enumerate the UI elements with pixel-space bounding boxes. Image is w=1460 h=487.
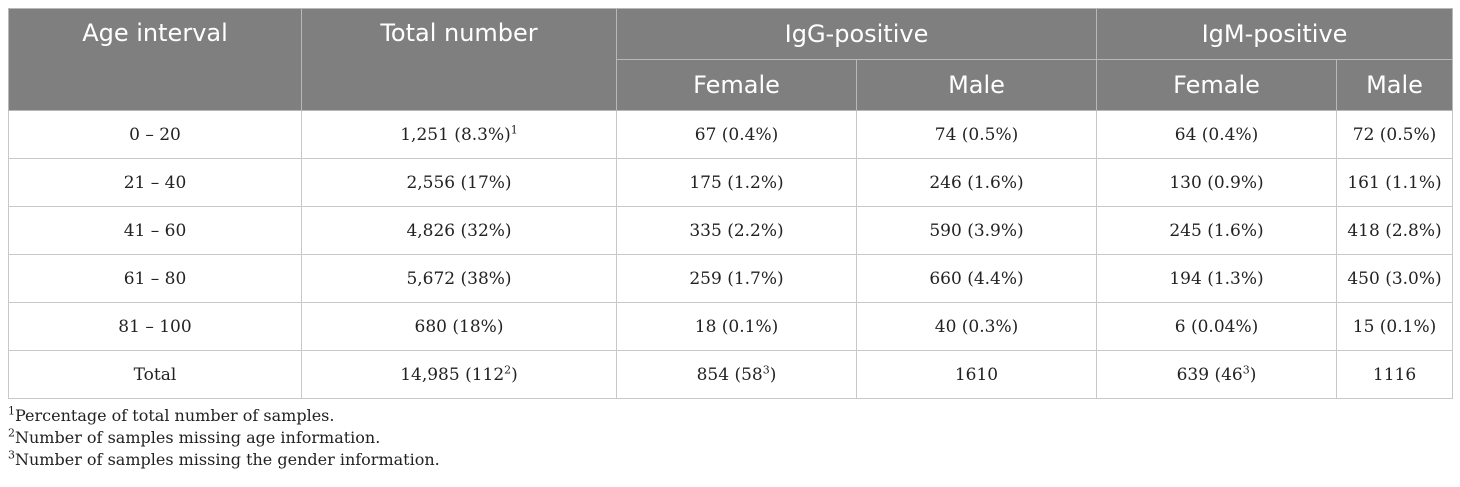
header-igm-positive: IgM-positive (1095, 8, 1454, 60)
table-row: 41 – 60 4,826 (32%) 335 (2.2%) 590 (3.9%… (8, 206, 1454, 255)
cell-igm-male: 418 (2.8%) (1335, 206, 1454, 255)
cell-igg-female: 259 (1.7%) (616, 254, 857, 303)
cell-igg-male: 660 (4.4%) (856, 254, 1097, 303)
cell-total: 2,556 (17%) (301, 158, 617, 207)
table-container: Age interval Total number IgG-positive I… (8, 8, 1454, 471)
cell-igg-female: 175 (1.2%) (616, 158, 857, 207)
footnotes: 1Percentage of total number of samples. … (8, 405, 1452, 471)
cell-igm-male: 450 (3.0%) (1335, 254, 1454, 303)
cell-igm-female: 64 (0.4%) (1096, 110, 1337, 159)
header-age-interval: Age interval (8, 8, 302, 111)
cell-total: 14,985 (1122) (301, 350, 617, 399)
cell-total: 4,826 (32%) (301, 206, 617, 255)
header-igm-female: Female (1096, 59, 1337, 111)
footnote-marker: 3 (8, 448, 15, 462)
cell-age: 21 – 40 (8, 158, 302, 207)
footnote-text: Percentage of total number of samples. (15, 406, 335, 425)
footnote-marker: 2 (504, 362, 512, 376)
cell-igm-male: 1116 (1335, 350, 1454, 399)
footnote: 1Percentage of total number of samples. (8, 405, 1452, 427)
header-row-top: Age interval Total number IgG-positive I… (8, 8, 1454, 111)
cell-igm-male: 15 (0.1%) (1335, 302, 1454, 351)
cell-age: 0 – 20 (8, 110, 302, 159)
header-igg-male: Male (856, 59, 1097, 111)
header-igm-male: Male (1335, 59, 1454, 111)
cell-total: 1,251 (8.3%)1 (301, 110, 617, 159)
footnote: 3Number of samples missing the gender in… (8, 449, 1452, 471)
cell-igg-male: 246 (1.6%) (856, 158, 1097, 207)
footnote-marker: 3 (1242, 362, 1250, 376)
table-row: 81 – 100 680 (18%) 18 (0.1%) 40 (0.3%) 6… (8, 302, 1454, 351)
cell-igm-female: 194 (1.3%) (1096, 254, 1337, 303)
header-igg-positive: IgG-positive (616, 8, 1097, 60)
cell-igm-female-value: 639 (46 (1176, 364, 1243, 385)
cell-igg-male: 1610 (856, 350, 1097, 399)
header-total-number: Total number (301, 8, 617, 111)
cell-total-value: 1,251 (8.3%) (400, 124, 511, 145)
cell-total: 680 (18%) (301, 302, 617, 351)
cell-igg-male: 40 (0.3%) (856, 302, 1097, 351)
cell-age: 81 – 100 (8, 302, 302, 351)
cell-igg-female: 854 (583) (616, 350, 857, 399)
cell-igm-female: 130 (0.9%) (1096, 158, 1337, 207)
header-row-sub: Female Male Female Male (9, 59, 1454, 111)
footnote-marker: 3 (762, 362, 770, 376)
footnote-text: Number of samples missing age informatio… (15, 428, 381, 447)
footnote-marker: 2 (8, 426, 15, 440)
cell-age: 41 – 60 (8, 206, 302, 255)
cell-igg-female: 18 (0.1%) (616, 302, 857, 351)
seroprevalence-table: Age interval Total number IgG-positive I… (8, 8, 1454, 399)
cell-total: 5,672 (38%) (301, 254, 617, 303)
table-row-total: Total 14,985 (1122) 854 (583) 1610 639 (… (8, 350, 1454, 399)
cell-igm-female: 245 (1.6%) (1096, 206, 1337, 255)
table-row: 0 – 20 1,251 (8.3%)1 67 (0.4%) 74 (0.5%)… (8, 110, 1454, 159)
cell-total-value: 14,985 (112 (400, 364, 505, 385)
cell-igg-female: 67 (0.4%) (616, 110, 857, 159)
footnote-text: Number of samples missing the gender inf… (15, 450, 440, 469)
footnote: 2Number of samples missing age informati… (8, 427, 1452, 449)
footnote-marker: 1 (8, 404, 15, 418)
cell-igm-female: 639 (463) (1096, 350, 1337, 399)
cell-igg-female-value: 854 (58 (696, 364, 763, 385)
cell-igg-male: 590 (3.9%) (856, 206, 1097, 255)
cell-age: 61 – 80 (8, 254, 302, 303)
cell-igm-female-close: ) (1249, 364, 1257, 385)
cell-igm-male: 72 (0.5%) (1335, 110, 1454, 159)
cell-igm-female: 6 (0.04%) (1096, 302, 1337, 351)
table-row: 21 – 40 2,556 (17%) 175 (1.2%) 246 (1.6%… (8, 158, 1454, 207)
cell-age: Total (8, 350, 302, 399)
header-igg-female: Female (616, 59, 857, 111)
cell-igg-male: 74 (0.5%) (856, 110, 1097, 159)
cell-igg-female: 335 (2.2%) (616, 206, 857, 255)
table-row: 61 – 80 5,672 (38%) 259 (1.7%) 660 (4.4%… (8, 254, 1454, 303)
cell-total-close: ) (511, 364, 518, 385)
cell-igg-female-close: ) (769, 364, 777, 385)
cell-igm-male: 161 (1.1%) (1335, 158, 1454, 207)
footnote-marker: 1 (510, 122, 518, 136)
